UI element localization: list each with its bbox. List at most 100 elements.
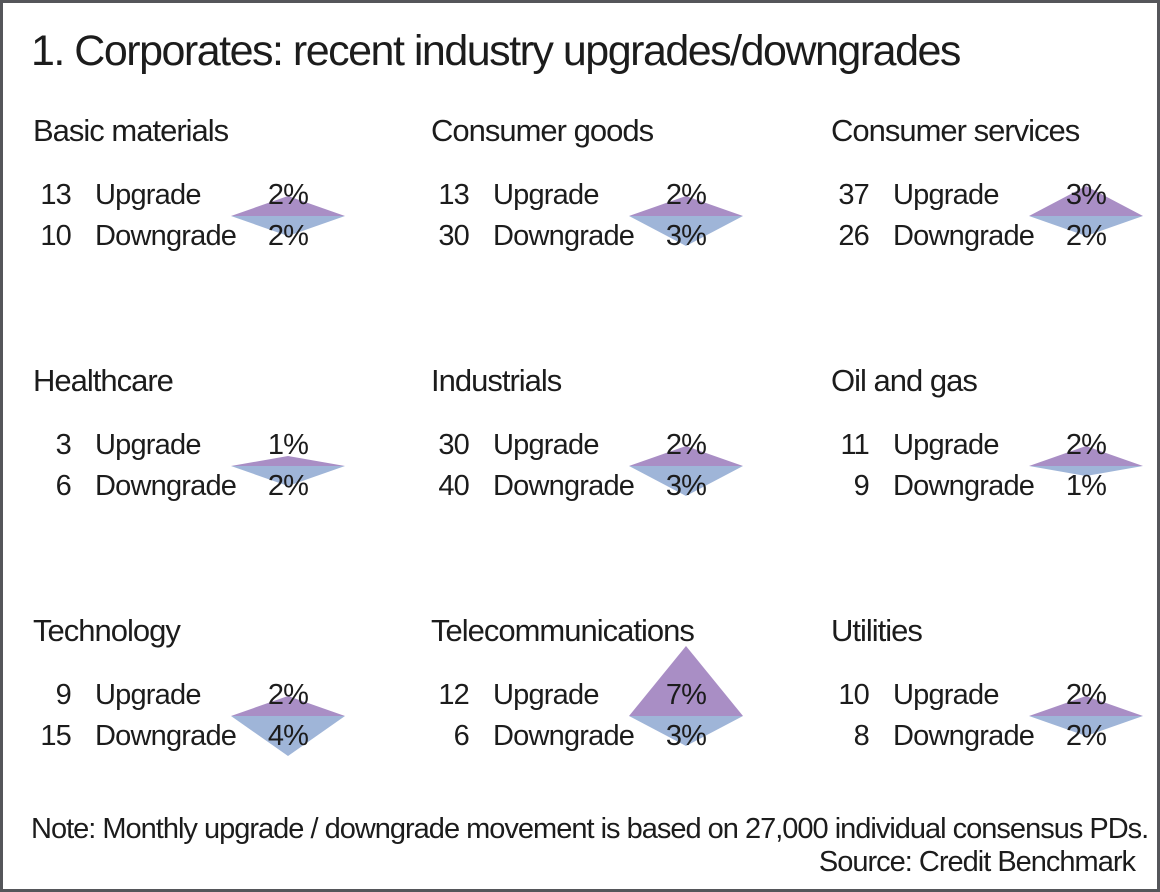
updown-diamond-glyph [1029, 446, 1143, 476]
updown-diamond-glyph [1029, 696, 1143, 736]
updown-diamond-glyph [629, 646, 743, 746]
sector-name: Consumer goods [431, 113, 654, 148]
sector-panel-basic-materials: Basic materials 13 Upgrade 2% 10 Downgrade… [33, 113, 373, 308]
upgrade-label: Upgrade [95, 679, 201, 711]
sector-panel-telecommunications: Telecommunications 12 Upgrade 7% 6 Downgra… [431, 613, 771, 808]
footnote: Note: Monthly upgrade / downgrade moveme… [31, 813, 1149, 845]
upgrade-percent: 3% [1065, 179, 1107, 211]
sector-name: Telecommunications [431, 613, 695, 648]
upgrade-percent: 2% [267, 679, 309, 711]
downgrade-label: Downgrade [493, 720, 635, 752]
downgrade-row: 40 Downgrade 3% [431, 466, 771, 507]
downgrade-percent: 4% [267, 720, 309, 752]
updown-diamond-glyph [629, 446, 743, 496]
downgrade-percent: 2% [1065, 720, 1107, 752]
downgrade-percent: 3% [665, 470, 707, 502]
downgrade-row: 6 Downgrade 3% [431, 716, 771, 757]
updown-diamond-glyph [231, 456, 345, 486]
upgrade-triangle [1029, 696, 1143, 716]
upgrade-label: Upgrade [95, 179, 201, 211]
upgrade-percent: 2% [267, 179, 309, 211]
upgrade-label: Upgrade [893, 429, 999, 461]
upgrade-percent: 2% [1065, 679, 1107, 711]
upgrade-percent: 2% [1065, 429, 1107, 461]
upgrade-label: Upgrade [493, 179, 599, 211]
downgrade-label: Downgrade [493, 220, 635, 252]
upgrade-count: 30 [438, 429, 469, 461]
sector-panel-industrials: Industrials 30 Upgrade 2% 40 Downgrade 3% [431, 363, 771, 558]
downgrade-row: 26 Downgrade 2% [831, 216, 1160, 257]
downgrade-triangle [231, 216, 345, 236]
sector-panel-consumer-services: Consumer services 37 Upgrade 3% 26 Downgra… [831, 113, 1160, 308]
upgrade-percent: 7% [665, 679, 707, 711]
chart-title: 1. Corporates: recent industry upgrades/… [31, 27, 961, 75]
sector-panel-healthcare: Healthcare 3 Upgrade 1% 6 Downgrade 2% [33, 363, 373, 558]
downgrade-count: 6 [453, 720, 470, 752]
upgrade-row: 3 Upgrade 1% [33, 425, 373, 466]
upgrade-count: 11 [840, 429, 869, 461]
upgrade-label: Upgrade [95, 429, 201, 461]
updown-diamond-glyph [231, 196, 345, 236]
upgrade-row: 12 Upgrade 7% [431, 675, 771, 716]
downgrade-count: 26 [838, 220, 869, 252]
upgrade-count: 13 [40, 179, 71, 211]
upgrade-label: Upgrade [493, 429, 599, 461]
downgrade-count: 15 [40, 720, 71, 752]
downgrade-count: 9 [853, 470, 870, 502]
upgrade-count: 10 [838, 679, 869, 711]
downgrade-label: Downgrade [893, 220, 1035, 252]
sector-name: Oil and gas [831, 363, 978, 398]
sector-panel-consumer-goods: Consumer goods 13 Upgrade 2% 30 Downgrade … [431, 113, 771, 308]
downgrade-percent: 2% [1065, 220, 1107, 252]
downgrade-row: 10 Downgrade 2% [33, 216, 373, 257]
downgrade-triangle [231, 466, 345, 486]
downgrade-count: 30 [438, 220, 469, 252]
upgrade-triangle [231, 196, 345, 216]
downgrade-percent: 2% [267, 470, 309, 502]
downgrade-count: 40 [438, 470, 469, 502]
downgrade-percent: 3% [665, 720, 707, 752]
downgrade-triangle [629, 216, 743, 246]
upgrade-triangle [1029, 186, 1143, 216]
sector-name: Utilities [831, 613, 923, 648]
downgrade-label: Downgrade [95, 470, 237, 502]
sector-name: Healthcare [33, 363, 174, 398]
updown-diamond-glyph [1029, 186, 1143, 236]
downgrade-row: 6 Downgrade 2% [33, 466, 373, 507]
downgrade-label: Downgrade [493, 470, 635, 502]
upgrade-row: 11 Upgrade 2% [831, 425, 1160, 466]
upgrade-percent: 2% [665, 429, 707, 461]
downgrade-triangle [1029, 466, 1143, 476]
downgrade-percent: 1% [1065, 470, 1107, 502]
upgrade-triangle [629, 196, 743, 216]
sector-panel-utilities: Utilities 10 Upgrade 2% 8 Downgrade 2% [831, 613, 1160, 808]
upgrade-label: Upgrade [893, 179, 999, 211]
downgrade-count: 6 [55, 470, 72, 502]
downgrade-row: 9 Downgrade 1% [831, 466, 1160, 507]
downgrade-triangle [629, 466, 743, 496]
upgrade-row: 10 Upgrade 2% [831, 675, 1160, 716]
updown-diamond-glyph [231, 696, 345, 756]
upgrade-count: 3 [55, 429, 72, 461]
upgrade-triangle [231, 696, 345, 716]
downgrade-count: 8 [853, 720, 870, 752]
upgrade-label: Upgrade [893, 679, 999, 711]
sector-panel-technology: Technology 9 Upgrade 2% 15 Downgrade 4% [33, 613, 373, 808]
downgrade-percent: 2% [267, 220, 309, 252]
downgrade-label: Downgrade [893, 720, 1035, 752]
downgrade-label: Downgrade [893, 470, 1035, 502]
sector-name: Basic materials [33, 113, 229, 148]
sector-name: Industrials [431, 363, 562, 398]
downgrade-label: Downgrade [95, 220, 237, 252]
upgrade-percent: 1% [267, 429, 309, 461]
upgrade-count: 13 [438, 179, 469, 211]
downgrade-count: 10 [40, 220, 71, 252]
sector-name: Technology [33, 613, 181, 648]
downgrade-row: 8 Downgrade 2% [831, 716, 1160, 757]
downgrade-label: Downgrade [95, 720, 237, 752]
source-credit: Source: Credit Benchmark [818, 846, 1136, 878]
upgrade-count: 12 [438, 679, 469, 711]
upgrade-row: 30 Upgrade 2% [431, 425, 771, 466]
upgrade-percent: 2% [665, 179, 707, 211]
